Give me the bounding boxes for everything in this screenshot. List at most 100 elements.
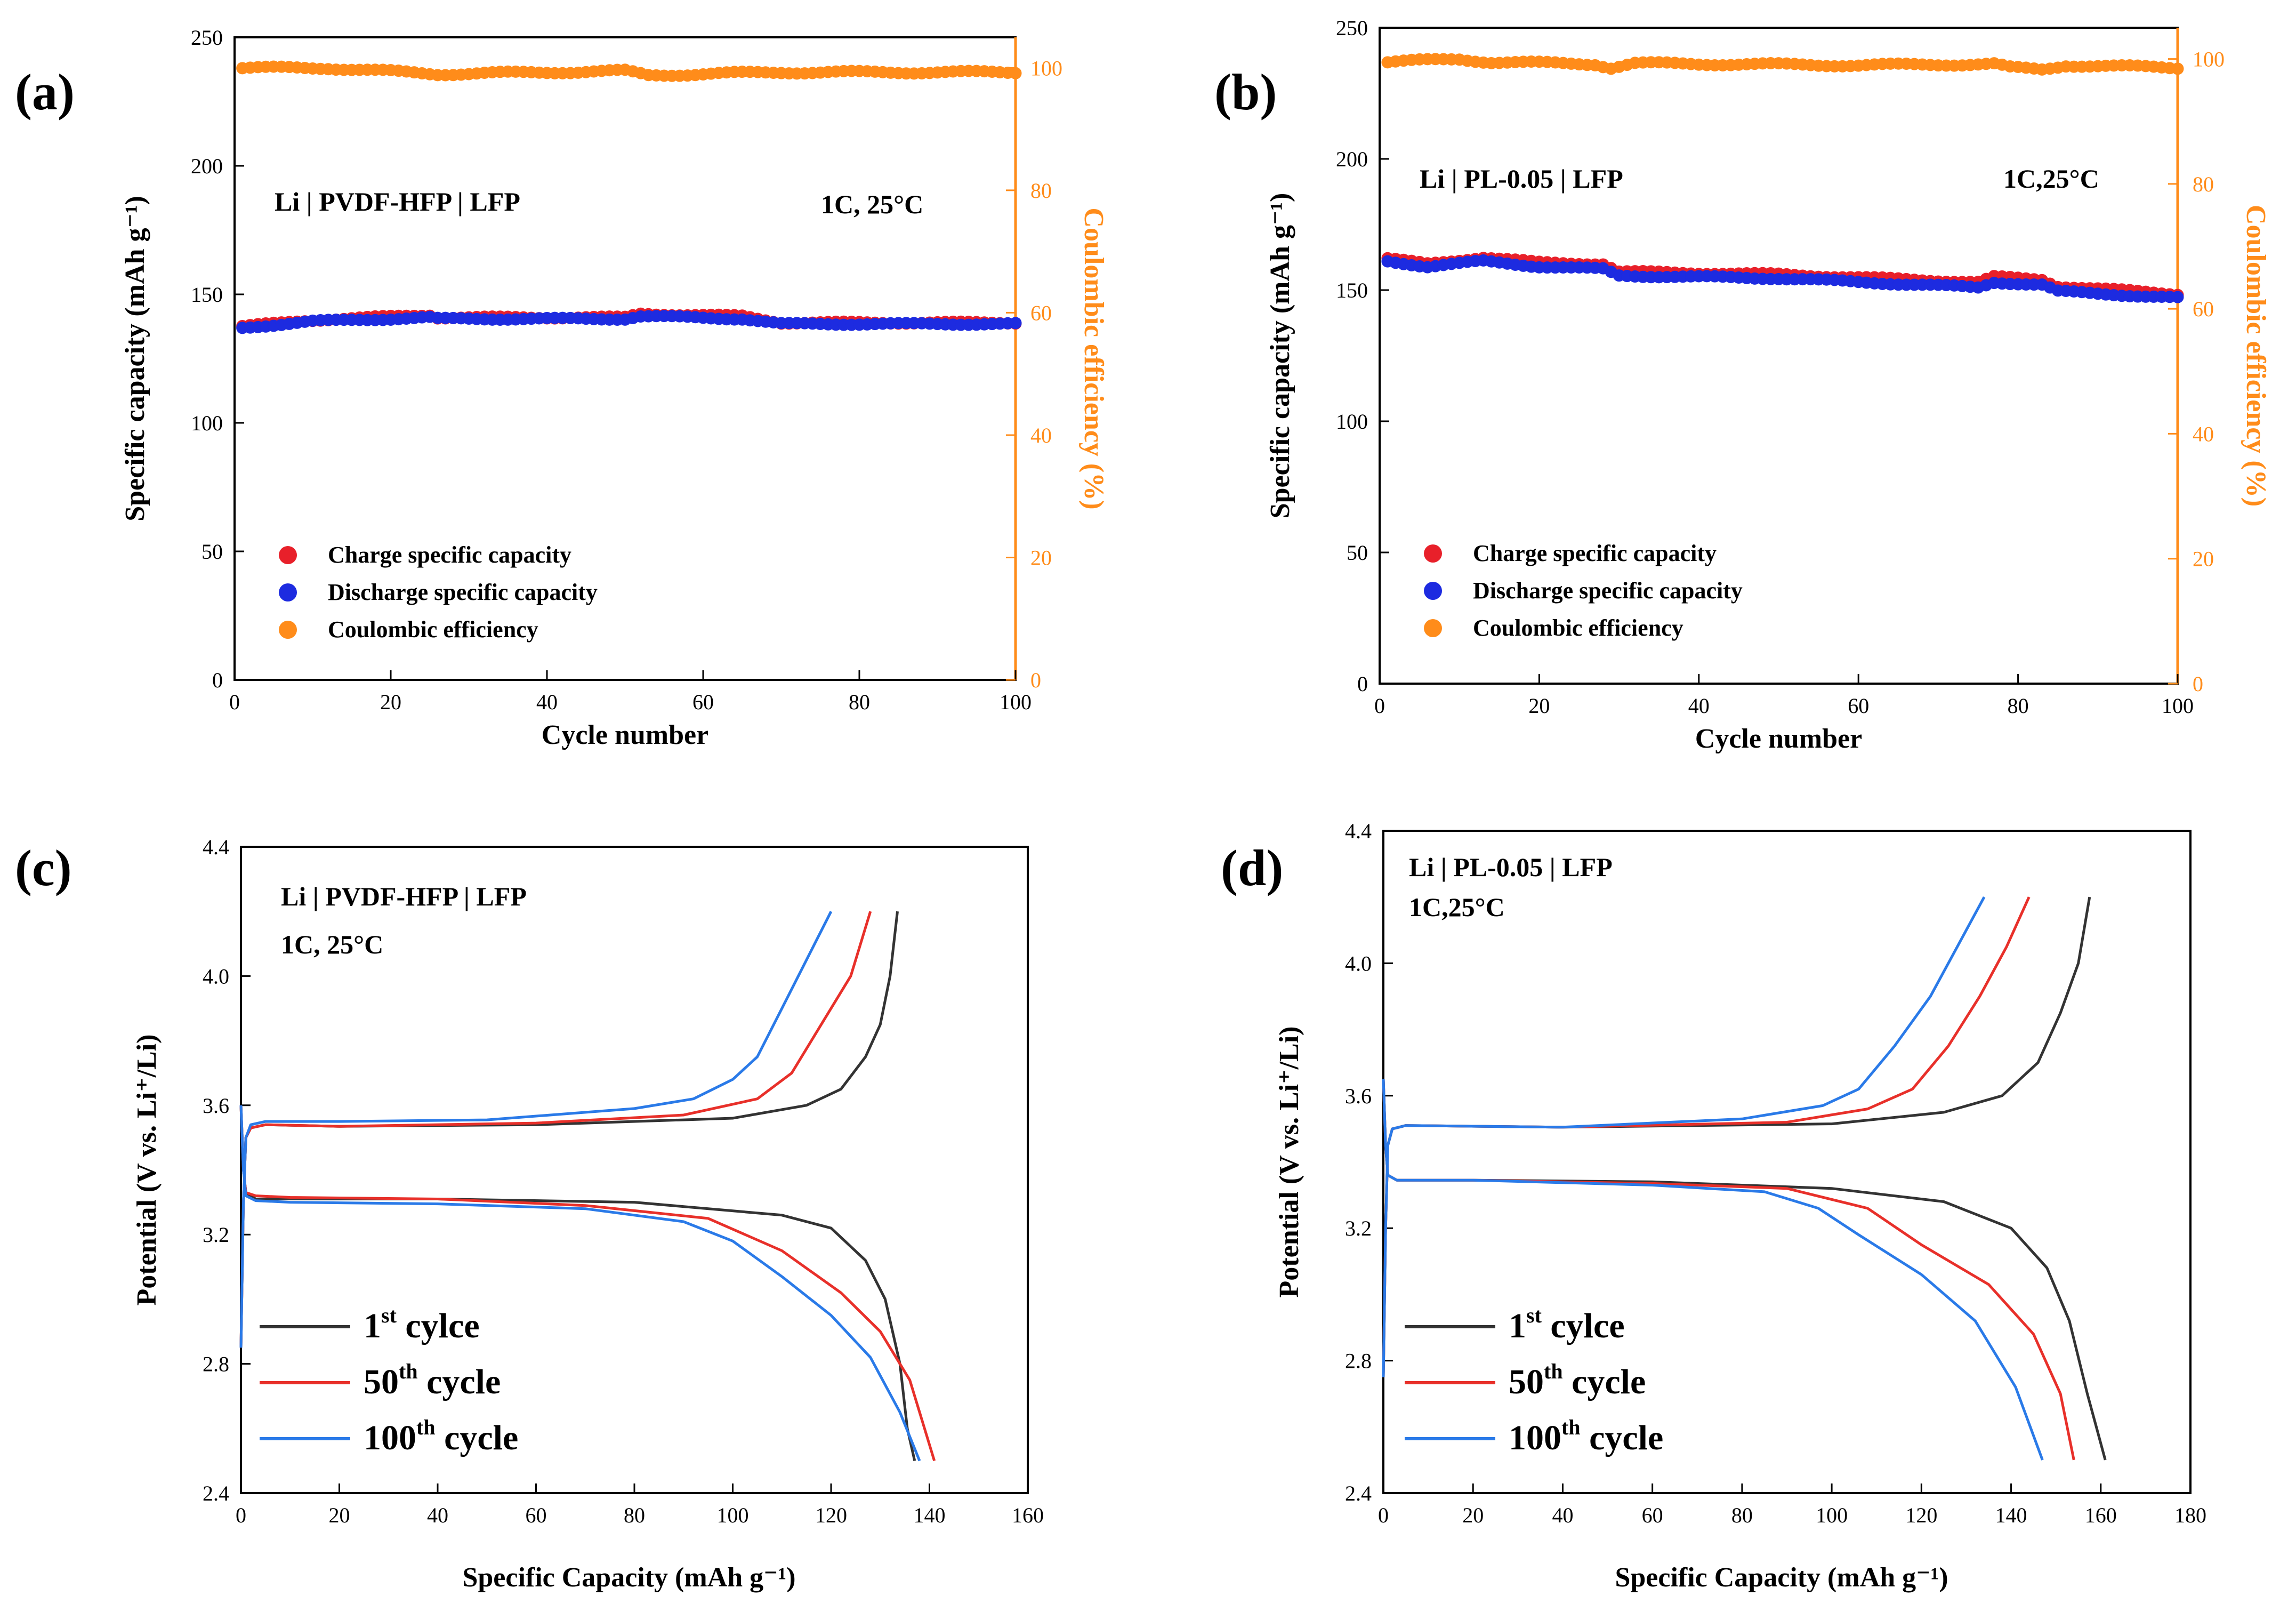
x-tick-label-c: 80 <box>624 1503 645 1527</box>
annotation-condition-d: 1C,25°C <box>1409 892 1505 922</box>
y-tick-label-a: 50 <box>202 540 223 564</box>
data-point-b-1 <box>2171 291 2184 303</box>
annotation-cell-d: Li | PL-0.05 | LFP <box>1409 852 1613 882</box>
data-point-a-2 <box>1009 67 1022 79</box>
y-tick-label-d: 3.2 <box>1345 1216 1372 1240</box>
x-tick-label-d: 40 <box>1552 1503 1573 1527</box>
x-tick-label-b: 0 <box>1374 694 1385 718</box>
y2-tick-label-a: 80 <box>1030 179 1052 203</box>
x-tick-label-b: 20 <box>1528 694 1550 718</box>
y2-tick-label-b: 0 <box>2193 672 2203 696</box>
annotation-cell-a: Li | PVDF-HFP | LFP <box>275 187 520 216</box>
legend-word: cycle <box>436 1418 519 1457</box>
y-tick-label-c: 2.4 <box>203 1481 229 1505</box>
curve-d-2-discharge <box>1382 1079 2044 1461</box>
data-point-b-2 <box>2171 62 2184 75</box>
plot-frame-d <box>1382 830 2192 1494</box>
y-tick-label-b: 250 <box>1336 16 1368 40</box>
x-tick-label-c: 140 <box>914 1503 946 1527</box>
y2-axis-title-b: Coulombic efficiency (%) <box>2241 205 2271 507</box>
x-tick-label-c: 120 <box>815 1503 847 1527</box>
legend-word: cycle <box>1581 1418 1664 1457</box>
y-tick-label-c: 3.2 <box>203 1223 229 1247</box>
legend-number: 1 <box>364 1306 381 1345</box>
x-tick-label-a: 0 <box>229 690 240 714</box>
series-a-2 <box>236 60 1022 82</box>
y-tick-label-d: 2.4 <box>1345 1481 1372 1505</box>
x-axis-title-c: Specific Capacity (mAh g⁻¹) <box>462 1562 795 1593</box>
y-tick-label-b: 100 <box>1336 410 1368 434</box>
y2-tick-label-b: 60 <box>2193 297 2214 321</box>
legend-word: cycle <box>1563 1362 1646 1401</box>
y-axis-title-c: Potential (V vs. Li⁺/Li) <box>132 1034 162 1306</box>
y-tick-label-c: 4.0 <box>203 964 229 988</box>
x-tick-label-d: 20 <box>1462 1503 1484 1527</box>
data-point-a-1 <box>1009 317 1022 330</box>
panel-label-d: (d) <box>1221 839 1283 896</box>
curve-c-2-discharge <box>239 1105 921 1462</box>
legend-marker-a-1 <box>279 583 297 602</box>
annotation-cell-b: Li | PL-0.05 | LFP <box>1420 164 1623 194</box>
y-tick-label-a: 100 <box>191 411 223 435</box>
x-axis-title-d: Specific Capacity (mAh g⁻¹) <box>1615 1562 1948 1593</box>
legend-number: 100 <box>364 1418 416 1457</box>
legend-ordinal-suffix: th <box>1544 1359 1563 1383</box>
series-b-1 <box>1381 254 2184 303</box>
x-axis-title-b: Cycle number <box>1695 724 1862 754</box>
y-tick-label-a: 150 <box>191 283 223 307</box>
curve-d-2-charge <box>1382 896 1986 1377</box>
y-axis-title-b: Specific capacity (mAh g⁻¹) <box>1265 193 1295 519</box>
y2-tick-label-a: 0 <box>1030 668 1041 692</box>
y2-tick-label-b: 40 <box>2193 422 2214 446</box>
chart-b: (b) 0 20 40 60 80 100050100150200250020406080… <box>1214 16 2271 754</box>
legend-marker-b-0 <box>1424 544 1442 563</box>
series-a-1 <box>236 310 1022 334</box>
legend-ordinal-suffix: th <box>1561 1415 1581 1439</box>
y-tick-label-d: 3.6 <box>1345 1084 1372 1108</box>
x-tick-label-a: 60 <box>692 690 714 714</box>
y2-tick-label-a: 60 <box>1030 301 1052 325</box>
legend-label-a-1: Discharge specific capacity <box>328 579 598 605</box>
x-tick-label-a: 20 <box>380 690 401 714</box>
chart-a: (a) 0 20 40 60 80 100050100150200250020406080… <box>15 26 1109 750</box>
series-b-2 <box>1381 53 2184 76</box>
legend-label-b-0: Charge specific capacity <box>1473 540 1717 566</box>
x-tick-label-b: 40 <box>1688 694 1710 718</box>
legend-marker-a-2 <box>279 621 297 639</box>
x-tick-label-b: 60 <box>1848 694 1869 718</box>
y-tick-label-c: 3.6 <box>203 1094 229 1118</box>
legend-word: cylce <box>1542 1306 1625 1345</box>
y-tick-label-a: 250 <box>191 26 223 50</box>
y-tick-label-b: 150 <box>1336 278 1368 302</box>
panel-label-b: (b) <box>1214 63 1277 121</box>
annotation-condition-c: 1C, 25°C <box>281 929 383 959</box>
legend-ordinal-suffix: th <box>399 1359 418 1383</box>
y-axis-title-a: Specific capacity (mAh g⁻¹) <box>120 196 150 522</box>
x-tick-label-d: 180 <box>2174 1503 2206 1527</box>
plot-area-a: 0 20 40 60 80 100050100150200250020406080100C… <box>120 26 1109 750</box>
y-tick-label-c: 4.4 <box>203 835 229 859</box>
x-tick-label-d: 0 <box>1378 1503 1389 1527</box>
x-axis-title-a: Cycle number <box>542 720 708 750</box>
legend-label-c-0: 1st cylce <box>364 1303 480 1345</box>
legend-label-a-2: Coulombic efficiency <box>328 616 538 643</box>
x-tick-label-a: 100 <box>1000 690 1032 714</box>
legend-word: cylce <box>397 1306 480 1345</box>
x-tick-label-c: 60 <box>526 1503 547 1527</box>
legend-label-d-2: 100th cycle <box>1509 1415 1663 1457</box>
y-tick-label-b: 0 <box>1357 672 1368 696</box>
y2-tick-label-b: 100 <box>2193 47 2225 71</box>
annotation-condition-b: 1C,25°C <box>2003 164 2099 194</box>
legend-number: 50 <box>1509 1362 1544 1401</box>
legend-ordinal-suffix: st <box>1526 1303 1542 1327</box>
legend-number: 50 <box>364 1362 399 1401</box>
legend-ordinal-suffix: st <box>381 1303 397 1327</box>
x-tick-label-c: 40 <box>427 1503 448 1527</box>
panel-label-c: (c) <box>15 839 72 896</box>
panel-label-a: (a) <box>15 63 75 121</box>
y-tick-label-a: 200 <box>191 154 223 178</box>
x-tick-label-d: 160 <box>2085 1503 2117 1527</box>
legend-label-c-1: 50th cycle <box>364 1359 501 1401</box>
y2-tick-label-a: 20 <box>1030 546 1052 570</box>
